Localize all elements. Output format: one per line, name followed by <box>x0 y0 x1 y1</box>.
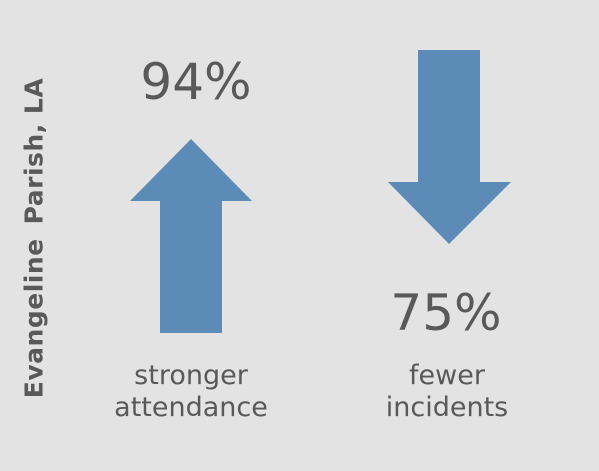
incidents-caption-line1: fewer <box>409 360 485 391</box>
attendance-caption-line1: stronger <box>134 360 248 391</box>
attendance-caption: stronger attendance <box>114 360 268 424</box>
attendance-stat-value: 94% <box>140 53 252 111</box>
attendance-caption-line2: attendance <box>114 392 268 423</box>
incidents-caption: fewer incidents <box>386 360 508 424</box>
arrow-down-shape <box>388 50 511 244</box>
incidents-caption-line2: incidents <box>385 392 509 423</box>
arrow-up-shape <box>130 139 252 333</box>
incidents-stat-value: 75% <box>390 284 502 342</box>
